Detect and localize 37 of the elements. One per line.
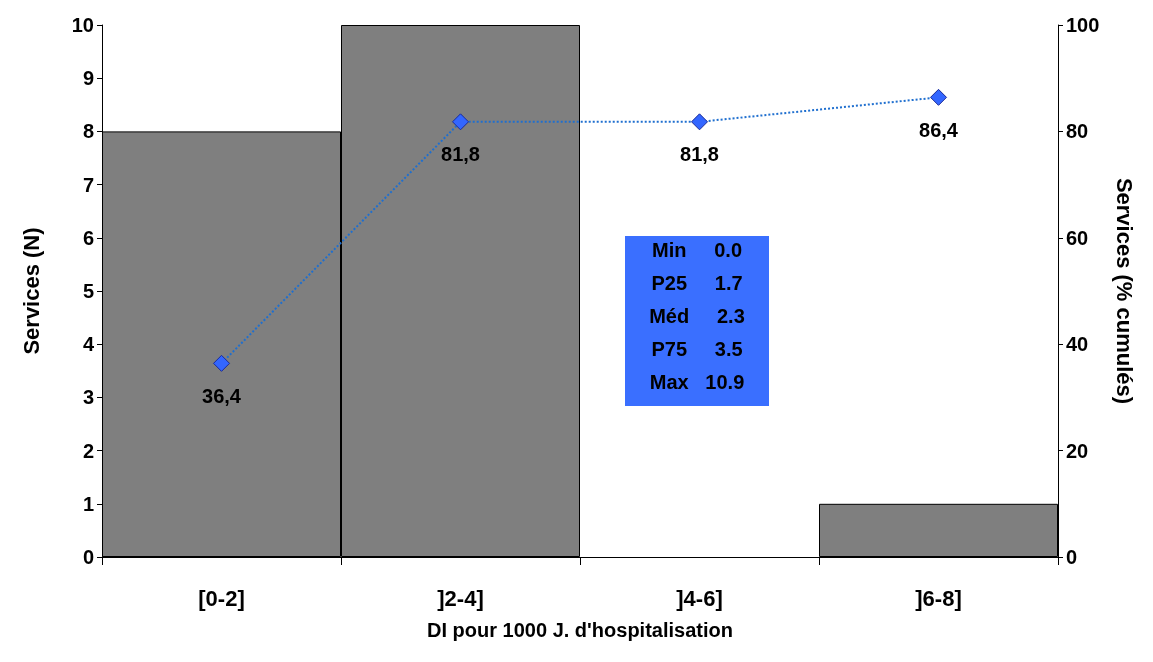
y-tick-label: 9 [82,67,94,90]
y2-tick-label: 0 [1066,546,1078,568]
x-tick-label: [0-2] [198,585,245,611]
y2-tick-label: 40 [1066,333,1089,356]
point [452,113,469,131]
y2-tick-label: 100 [1066,14,1100,36]
data-label: 86,4 [919,118,959,141]
point [213,354,230,372]
data-label: 81,8 [441,143,480,166]
y-tick-label: 8 [82,120,94,143]
annotation: P75 3.5 [651,338,743,360]
y2-tick-label: 60 [1066,226,1089,249]
y-tick-label: 4 [82,333,95,356]
data-label: 36,4 [202,384,242,407]
annotation: Min 0.0 [651,239,743,261]
y-tick-label: 1 [82,492,94,515]
y-tick-label: 6 [82,226,94,249]
y2-tick-label: 20 [1066,439,1089,462]
x-tick-label: ]2-4] [437,585,484,611]
y-tick-label: 2 [82,439,94,462]
y-tick-label: 0 [82,546,94,568]
x-axis-title: DI pour 1000 J. d'hospitalisation [427,619,733,641]
point [930,88,947,106]
y2-axis-title: Services (% cumulés) [1111,177,1137,405]
annotation: Max 10.9 [649,371,745,393]
y-axis-title: Services (N) [18,227,44,355]
y-tick-label: 10 [71,14,94,36]
annotation: P25 1.7 [651,272,743,294]
y-tick-label: 5 [82,280,94,302]
y-tick-label: 3 [82,386,94,409]
point [691,113,708,131]
y-tick-label: 7 [82,173,94,196]
x-tick-label: ]4-6] [676,585,723,611]
annotation: Méd 2.3 [649,305,745,327]
x-tick-label: ]6-8] [915,585,962,611]
data-label: 81,8 [680,143,719,166]
y2-tick-label: 80 [1066,120,1089,143]
